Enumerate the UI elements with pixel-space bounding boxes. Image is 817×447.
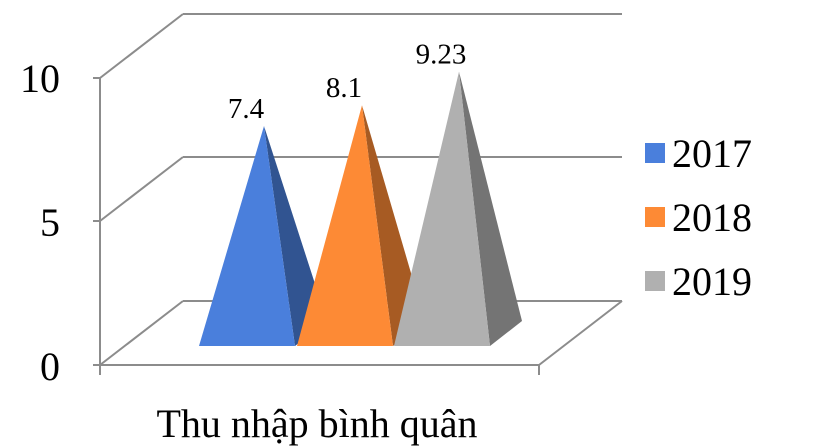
data-label-2017: 7.4 <box>228 93 265 125</box>
y-tick-label-5: 5 <box>40 200 60 245</box>
legend-label-2017: 2017 <box>672 131 752 176</box>
legend-swatch-2018 <box>645 207 665 227</box>
gridline-side-5 <box>99 156 184 222</box>
pyramid-front-2017 <box>199 126 295 346</box>
gridline-side-0 <box>99 300 184 366</box>
legend-swatch-2019 <box>645 271 665 291</box>
legend-swatch-2017 <box>645 143 665 163</box>
data-label-2018: 8.1 <box>326 72 362 104</box>
y-tick-label-10: 10 <box>20 56 60 101</box>
gridline-side-10 <box>99 13 184 79</box>
pyramid-front-2018 <box>297 105 393 347</box>
legend-label-2019: 2019 <box>672 259 752 304</box>
floor-right-edge <box>538 300 623 366</box>
category-label: Thu nhập bình quân <box>156 401 477 446</box>
legend: 2017 2018 2019 <box>645 131 752 304</box>
series-marks: 7.4 8.1 9.23 <box>199 39 522 347</box>
legend-label-2018: 2018 <box>672 195 752 240</box>
pyramid-side-2019 <box>459 71 522 346</box>
data-label-2019: 9.23 <box>416 39 467 71</box>
y-tick-label-0: 0 <box>40 344 60 389</box>
pyramid-front-2019 <box>394 71 490 346</box>
pyramid-side-2017 <box>264 126 327 346</box>
